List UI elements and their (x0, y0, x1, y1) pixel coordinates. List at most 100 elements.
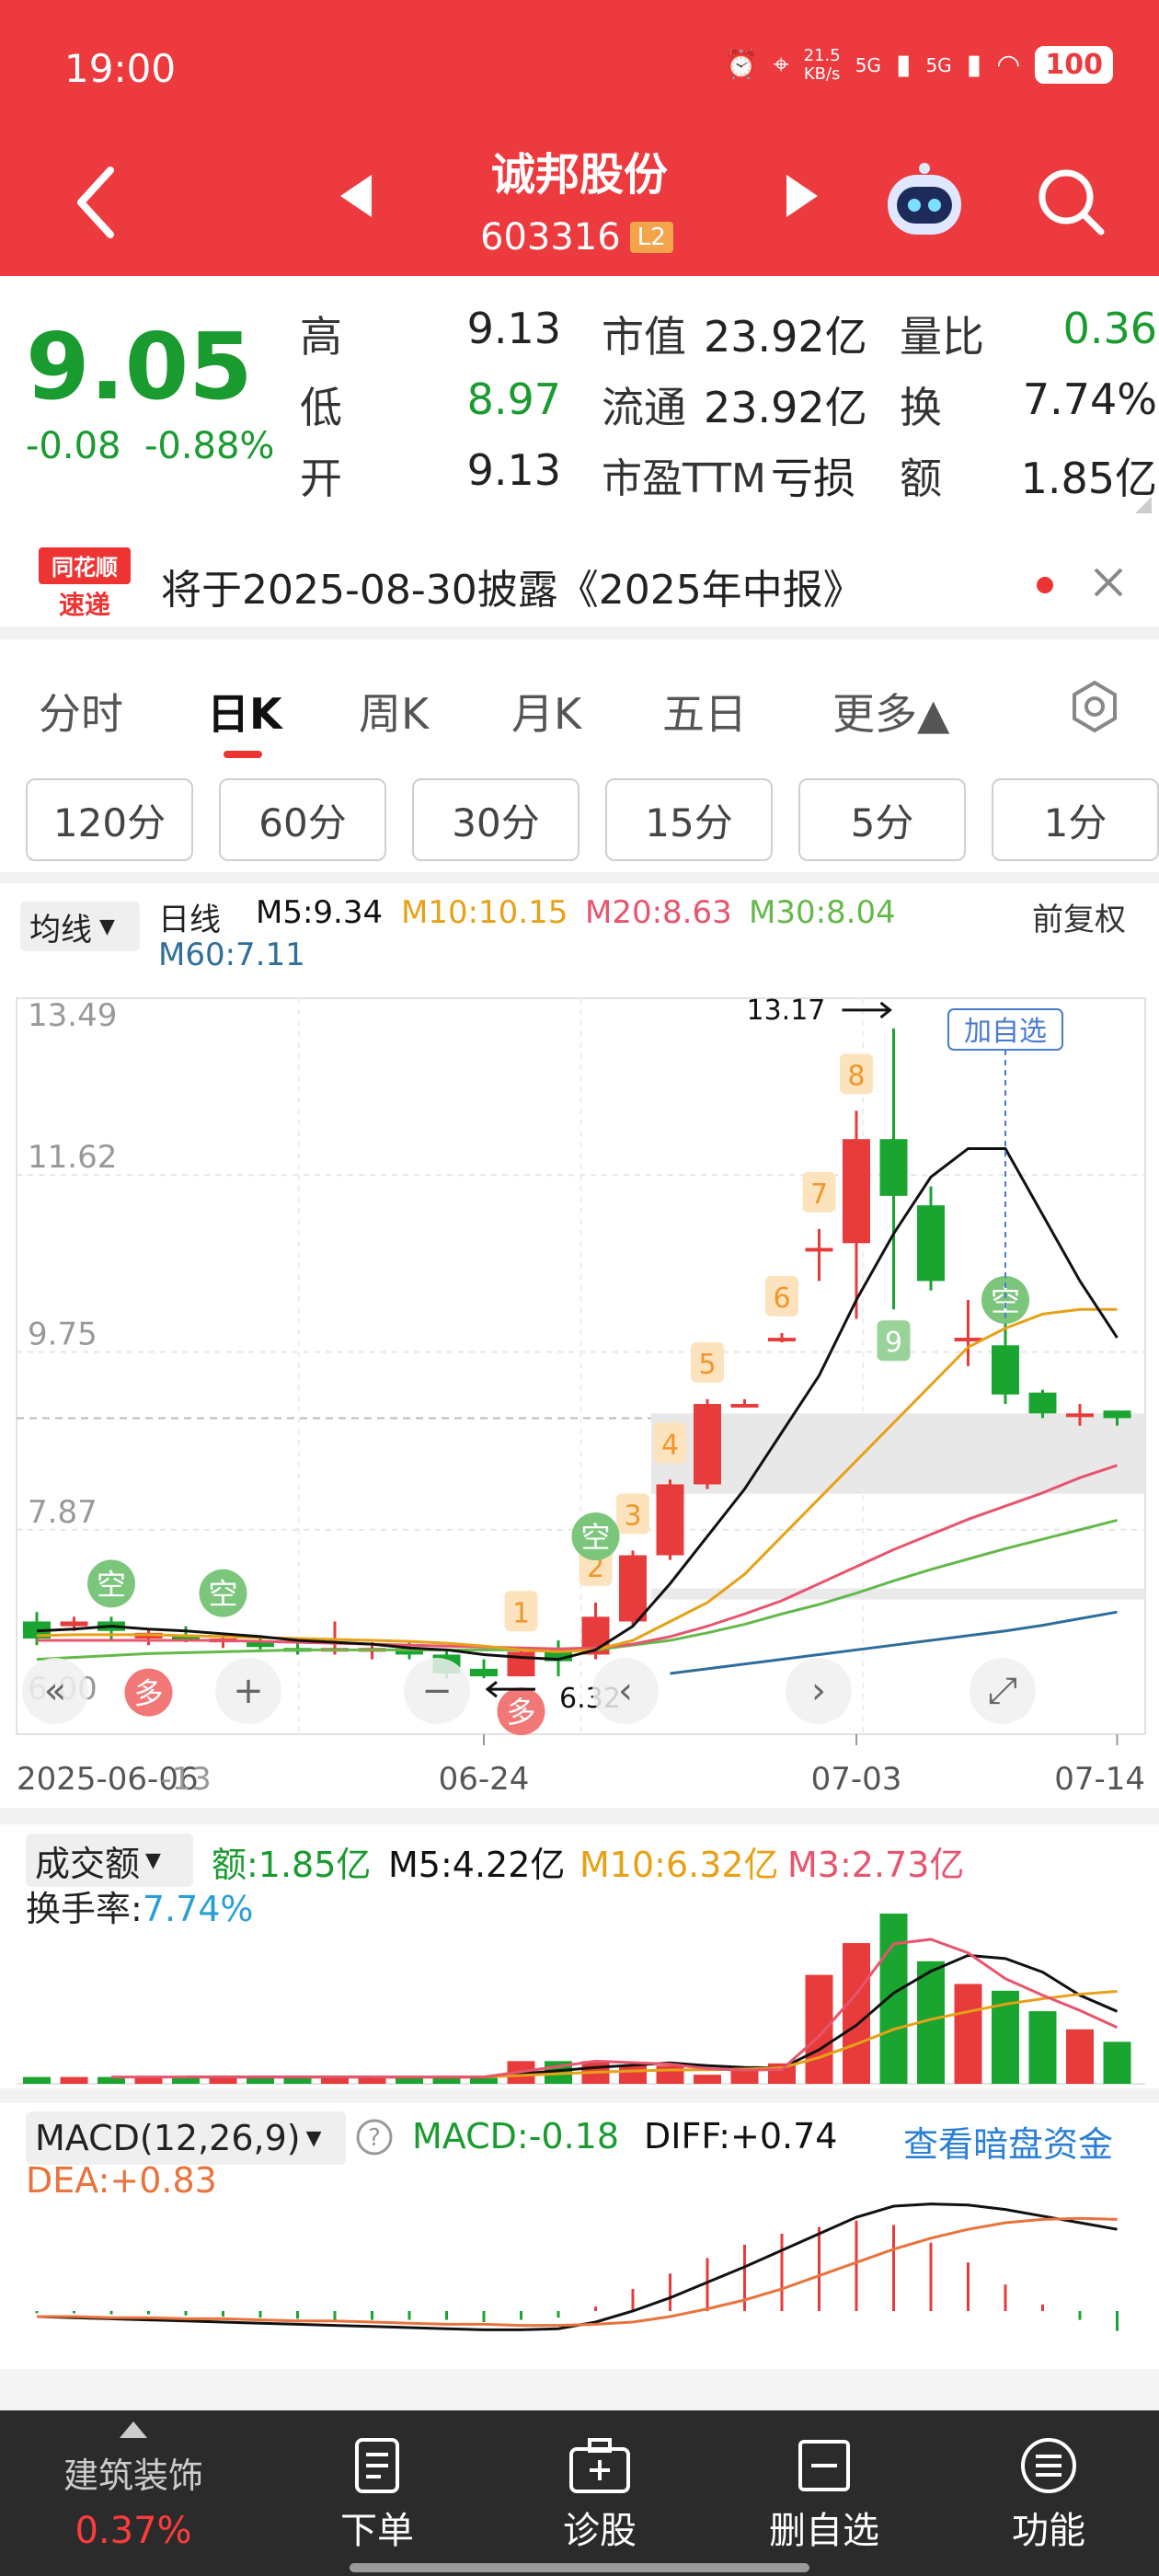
kong-signal-label: 空 (580, 1520, 610, 1555)
amount-bar (1103, 2041, 1131, 2084)
macd-select[interactable]: MACD(12,26,9) ▼ (26, 2111, 346, 2165)
order-button[interactable]: 下单 (285, 2436, 469, 2554)
expand-up-icon[interactable] (120, 2421, 147, 2438)
amount-select[interactable]: 成交额 ▼ (26, 1834, 193, 1887)
candle-body (1066, 1413, 1094, 1418)
industry-name[interactable]: 建筑装饰 (63, 2455, 203, 2496)
ma-select[interactable]: 均线 ▼ (20, 902, 140, 951)
scroll-right-control-glyph: › (811, 1670, 826, 1712)
amount-bar (843, 1943, 870, 2084)
nine-turn-marker (802, 1171, 836, 1213)
amount-m3: M3:2.73亿 (787, 1845, 965, 1885)
period-5[interactable]: 5分 (798, 778, 966, 861)
candle-body (992, 1345, 1019, 1395)
y-tick-label: 13.49 (28, 997, 117, 1034)
diagnose-button[interactable]: 诊股 (508, 2436, 692, 2554)
tab-more[interactable]: 更多▲ (832, 689, 950, 739)
settings-icon[interactable] (1067, 679, 1122, 734)
low-value: 8.97 (466, 374, 561, 424)
diagnose-icon (569, 2438, 630, 2493)
svg-text:速递: 速递 (59, 590, 110, 620)
status-time: 19:00 (64, 46, 177, 91)
help-icon[interactable]: ? (355, 2118, 394, 2156)
expand-corner-icon[interactable] (1135, 497, 1152, 513)
tab-intraday[interactable]: 分时 (39, 689, 123, 739)
diff-value: DIFF:+0.74 (644, 2116, 838, 2156)
dea-line (37, 2216, 1118, 2328)
candle-body (619, 1555, 647, 1622)
unread-dot (1037, 577, 1053, 593)
candle-body (60, 1621, 88, 1627)
nine-turn-marker (504, 1591, 538, 1632)
prev-stock-icon[interactable] (340, 175, 372, 217)
kline-chart[interactable]: 13.4911.629.757.876.00123456789空空空空多多13.… (0, 980, 1159, 1808)
news-text[interactable]: 将于2025-08-30披露《2025年中报》 (161, 567, 864, 614)
nine-turn-marker-label: 3 (624, 1500, 641, 1532)
network-speed: 21.5 KB/s (803, 45, 841, 84)
nine-turn-marker-label: 6 (773, 1282, 790, 1315)
assistant-robot-icon[interactable] (883, 161, 966, 244)
amount-bar (358, 2076, 386, 2084)
divider (0, 872, 1159, 883)
mktcap-label: 市值 (602, 312, 686, 362)
amount-value-label: 额:1.85亿 (212, 1845, 372, 1885)
tab-monthly-k[interactable]: 月K (511, 689, 582, 739)
candle-body (768, 1338, 796, 1342)
amount-bar (98, 2076, 125, 2084)
divider (0, 1808, 1159, 1824)
amount-value: 1.85亿 (1020, 454, 1157, 503)
period-120[interactable]: 120分 (26, 778, 193, 861)
nine-turn-marker-label: 4 (661, 1429, 679, 1461)
pe-label: 市盈TTM (602, 455, 766, 502)
period-15[interactable]: 15分 (605, 778, 773, 861)
amount-bar (694, 2075, 721, 2084)
ma20-line (37, 1464, 1118, 1650)
candle-body (1103, 1410, 1131, 1419)
kong-signal-label: 空 (991, 1283, 1020, 1318)
kong-signal (87, 1559, 135, 1608)
macd-chart[interactable] (0, 2201, 1159, 2364)
location-icon: ⌖ (773, 49, 789, 81)
adjust-mode[interactable]: 前复权 (1032, 902, 1126, 938)
tab-five-day[interactable]: 五日 (662, 689, 747, 739)
candle-body (656, 1484, 684, 1556)
news-banner[interactable]: 同花顺 速递 将于2025-08-30披露《2025年中报》 (0, 529, 1159, 639)
signal-icon-2: ▮ (966, 49, 982, 81)
l2-badge[interactable]: L2 (629, 222, 673, 253)
period-30[interactable]: 30分 (412, 778, 580, 861)
kong-signal-label: 空 (208, 1577, 237, 1612)
high-note: 13.17 (747, 995, 826, 1027)
mktcap-value: 23.92亿 (704, 312, 867, 362)
close-icon[interactable] (1090, 564, 1127, 601)
x-tick-label: 2025-06-06 (17, 1761, 199, 1798)
net2-label: 5G (925, 53, 952, 76)
x-tick-label: 06-24 (439, 1761, 530, 1798)
candle-body (843, 1139, 870, 1244)
tab-weekly-k[interactable]: 周K (359, 689, 430, 739)
pe-value: 亏损 (771, 454, 855, 503)
back-icon[interactable] (74, 166, 120, 239)
ma10-line (36, 1307, 1118, 1653)
quote-panel: 9.05 -0.08 -0.88% 高 9.13 低 8.97 开 9.13 市… (0, 276, 1159, 529)
open-value: 9.13 (466, 445, 561, 495)
remove-watch-button[interactable]: 删自选 (732, 2436, 916, 2554)
nine-turn-marker-label: 2 (587, 1552, 604, 1584)
macd-value: MACD:-0.18 (412, 2116, 620, 2156)
nine-turn-marker (653, 1422, 687, 1464)
y-tick-label: 7.87 (28, 1494, 98, 1531)
period-1[interactable]: 1分 (992, 778, 1159, 861)
candle-body (805, 1248, 833, 1252)
nine-turn-marker (691, 1341, 724, 1383)
minute-period-row: 120分 60分 30分 15分 5分 1分 (26, 778, 1159, 863)
amount-bar (283, 2076, 312, 2084)
period-60[interactable]: 60分 (219, 778, 386, 861)
dark-pool-link[interactable]: 查看暗盘资金 (903, 2124, 1114, 2165)
next-stock-icon[interactable] (786, 175, 818, 217)
candle-body (694, 1404, 721, 1485)
functions-button[interactable]: 功能 (957, 2436, 1141, 2554)
last-price: 9.05 (26, 313, 253, 420)
tab-daily-k[interactable]: 日K (207, 689, 282, 739)
search-icon[interactable] (1035, 166, 1108, 239)
home-indicator (350, 2563, 809, 2572)
amount-chart[interactable] (0, 1877, 1159, 2088)
